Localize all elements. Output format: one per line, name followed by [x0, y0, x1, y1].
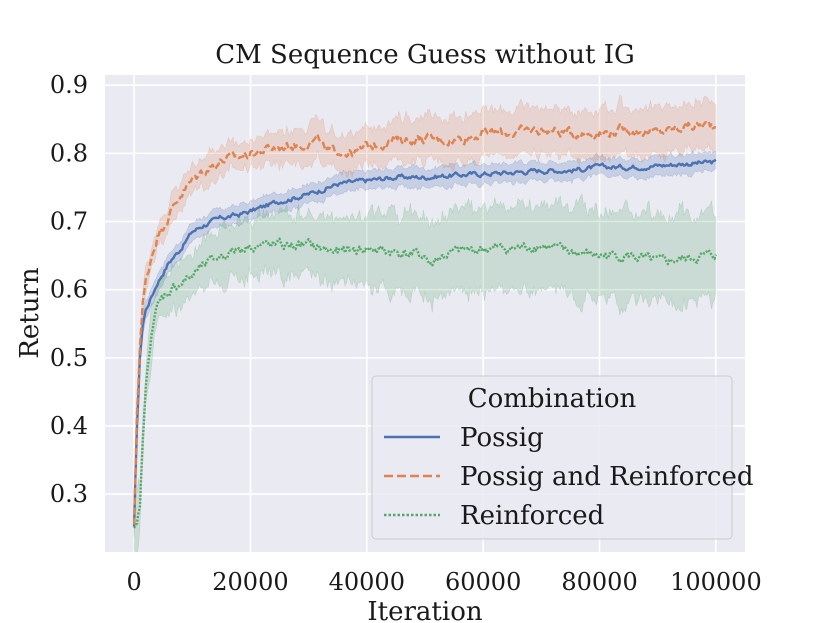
legend-label-possig: Possig: [460, 423, 544, 453]
x-tick-label: 60000: [445, 568, 521, 596]
y-axis-ticks: 0.3 0.4 0.5 0.6 0.7 0.8 0.9: [50, 71, 88, 508]
legend-title: Combination: [468, 384, 637, 414]
y-tick-label: 0.8: [50, 139, 88, 167]
x-tick-label: 0: [126, 568, 141, 596]
legend-label-possig-and-reinforced: Possig and Reinforced: [460, 462, 753, 492]
chart-title: CM Sequence Guess without IG: [215, 40, 634, 70]
x-tick-label: 80000: [561, 568, 637, 596]
series-line-possig: [132, 158, 717, 527]
x-axis-label: Iteration: [367, 597, 482, 623]
x-tick-label: 40000: [329, 568, 405, 596]
series-lines: [132, 120, 718, 529]
legend: Combination Possig Possig and Reinforced…: [371, 375, 753, 540]
y-tick-label: 0.3: [50, 480, 88, 508]
y-axis-label: Return: [15, 267, 45, 359]
x-axis-ticks: 0 20000 40000 60000 80000 100000: [126, 568, 761, 596]
y-tick-label: 0.6: [50, 276, 88, 304]
grid: [105, 75, 745, 552]
x-tick-label: 100000: [670, 568, 762, 596]
series-line-possig-and-reinforced: [132, 120, 717, 525]
y-tick-label: 0.9: [50, 71, 88, 99]
band-possig-and-reinforced: [133, 93, 717, 533]
y-tick-label: 0.5: [50, 344, 88, 372]
band-possig: [133, 150, 717, 537]
band-reinforced: [133, 193, 717, 552]
series-line-reinforced: [133, 237, 718, 529]
legend-box: [371, 375, 733, 540]
y-tick-label: 0.4: [50, 412, 88, 440]
y-tick-label: 0.7: [50, 208, 88, 236]
confidence-bands: [133, 93, 717, 552]
x-tick-label: 20000: [212, 568, 288, 596]
legend-label-reinforced: Reinforced: [460, 501, 604, 531]
